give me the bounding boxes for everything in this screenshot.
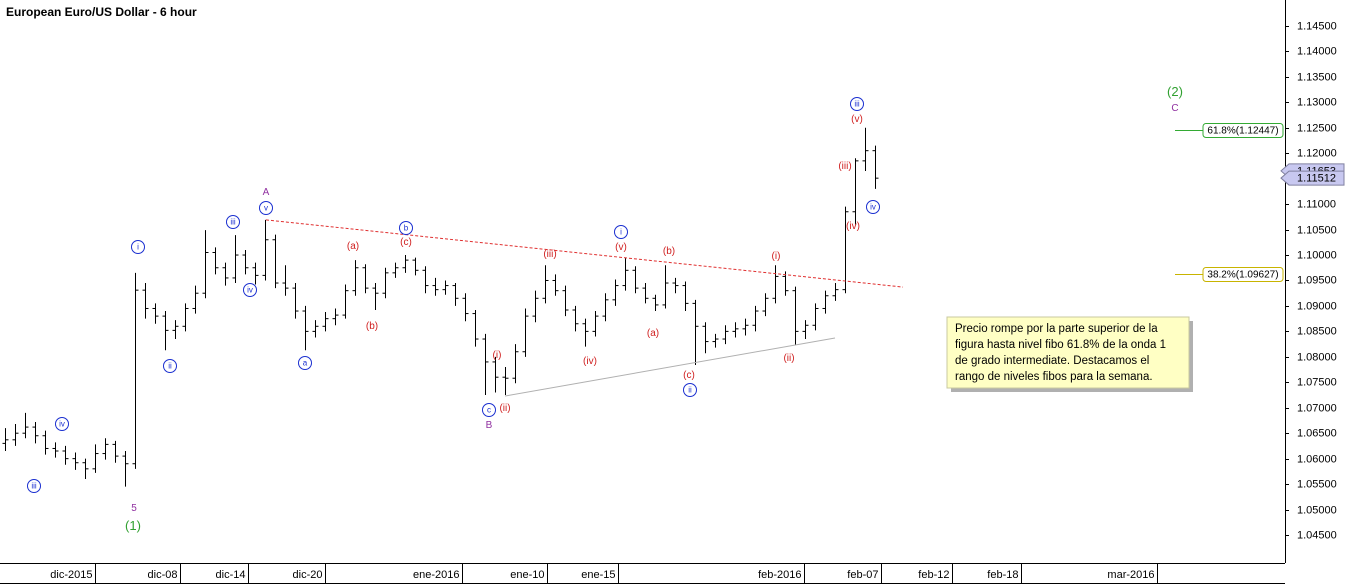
wave-label: ii (688, 386, 692, 395)
wave-label: iii (854, 100, 860, 109)
y-tick-label: 1.14000 (1297, 45, 1337, 57)
wave-label: i (137, 243, 139, 252)
wave-label: (b) (663, 246, 675, 257)
y-tick-label: 1.07000 (1297, 402, 1337, 414)
wave-label: (iii) (543, 249, 556, 260)
wave-circle (866, 200, 880, 214)
wave-label: a (303, 359, 308, 368)
x-tick-label: dic-2015 (50, 569, 92, 581)
y-tick-label: 1.08500 (1297, 325, 1337, 337)
wave-label: (2) (1167, 84, 1183, 99)
note-line: Precio rompe por la parte superior de la (955, 323, 1158, 335)
wave-circle (163, 359, 177, 373)
y-tick-label: 1.10000 (1297, 249, 1337, 261)
trend-line (504, 337, 836, 397)
wave-circle (482, 403, 496, 417)
y-tick-label: 1.09000 (1297, 300, 1337, 312)
x-tick-label: ene-2016 (413, 569, 460, 581)
x-tick-label: feb-18 (987, 569, 1018, 581)
note-line: figura hasta nivel fibo 61.8% de la onda… (955, 339, 1166, 351)
wave-circle (27, 479, 41, 493)
x-tick-label: dic-14 (216, 569, 246, 581)
wave-label: (iii) (838, 161, 851, 172)
wave-label: i (620, 228, 622, 237)
x-tick-label: mar-2016 (1107, 569, 1154, 581)
wave-label: A (263, 187, 270, 198)
y-tick-label: 1.11000 (1297, 198, 1336, 210)
x-tick-label: feb-2016 (758, 569, 801, 581)
y-tick-label: 1.06000 (1297, 453, 1337, 465)
trend-line (265, 219, 904, 288)
x-tick-label: dic-08 (148, 569, 178, 581)
chart-title: European Euro/US Dollar - 6 hour (6, 5, 197, 19)
wave-label: ii (168, 362, 172, 371)
wave-circle (683, 383, 697, 397)
y-tick-label: 1.05500 (1297, 478, 1337, 490)
wave-circle (614, 225, 628, 239)
price-tag-label: 1.11512 (1297, 172, 1336, 184)
wave-label: (ii) (499, 403, 510, 414)
note-box (946, 316, 1190, 389)
wave-label: iv (247, 286, 253, 295)
y-tick-label: 1.14500 (1297, 20, 1337, 32)
wave-label: 5 (131, 503, 137, 514)
note-line: de grado intermediate. Destacamos el (955, 355, 1149, 367)
y-tick-label: 1.12000 (1297, 147, 1337, 159)
x-tick-label: ene-10 (510, 569, 544, 581)
y-tick-label: 1.04500 (1297, 529, 1337, 541)
wave-circle (259, 201, 273, 215)
wave-circle (226, 215, 240, 229)
note-line: rango de niveles fibos para la semana. (955, 371, 1153, 383)
wave-label: iii (230, 218, 236, 227)
fib-label-box (1202, 123, 1284, 138)
wave-label: (c) (400, 237, 412, 248)
y-tick-label: 1.06500 (1297, 427, 1337, 439)
wave-label: (iv) (846, 221, 860, 232)
y-tick-label: 1.10500 (1297, 224, 1337, 236)
wave-circle (399, 221, 413, 235)
wave-label: B (486, 420, 493, 431)
y-tick-label: 1.08000 (1297, 351, 1337, 363)
wave-label: iv (59, 420, 65, 429)
wave-circle (850, 97, 864, 111)
wave-label: (i) (772, 251, 781, 262)
fib-label: 61.8%(1.12447) (1207, 126, 1278, 137)
wave-label: iv (870, 203, 876, 212)
wave-label: iii (31, 482, 37, 491)
y-tick-label: 1.07500 (1297, 376, 1337, 388)
fib-label-box (1202, 267, 1284, 282)
wave-circle (55, 417, 69, 431)
x-tick-label: feb-07 (847, 569, 878, 581)
wave-label: (v) (851, 114, 863, 125)
wave-label: (v) (615, 242, 627, 253)
y-tick-label: 1.13000 (1297, 96, 1337, 108)
wave-circle (131, 240, 145, 254)
x-tick-label: feb-12 (918, 569, 949, 581)
wave-label: b (404, 224, 409, 233)
x-tick-label: dic-20 (293, 569, 323, 581)
wave-label: (i) (493, 350, 502, 361)
x-tick-label: ene-15 (581, 569, 615, 581)
wave-label: (b) (366, 321, 378, 332)
y-tick-label: 1.12500 (1297, 122, 1337, 134)
wave-label: (a) (647, 328, 659, 339)
fib-label: 38.2%(1.09627) (1207, 270, 1278, 281)
wave-label: (1) (125, 518, 141, 533)
wave-circle (243, 283, 257, 297)
y-tick-label: 1.09500 (1297, 274, 1337, 286)
wave-label: (ii) (783, 353, 794, 364)
y-tick-label: 1.13500 (1297, 71, 1337, 83)
wave-label: (a) (347, 241, 359, 252)
wave-label: (iv) (583, 356, 597, 367)
wave-label: C (1171, 103, 1178, 114)
wave-label: v (264, 204, 268, 213)
wave-label: (c) (683, 370, 695, 381)
wave-label: c (487, 406, 491, 415)
y-tick-label: 1.05000 (1297, 504, 1337, 516)
price-tag (1280, 170, 1345, 186)
wave-circle (298, 356, 312, 370)
